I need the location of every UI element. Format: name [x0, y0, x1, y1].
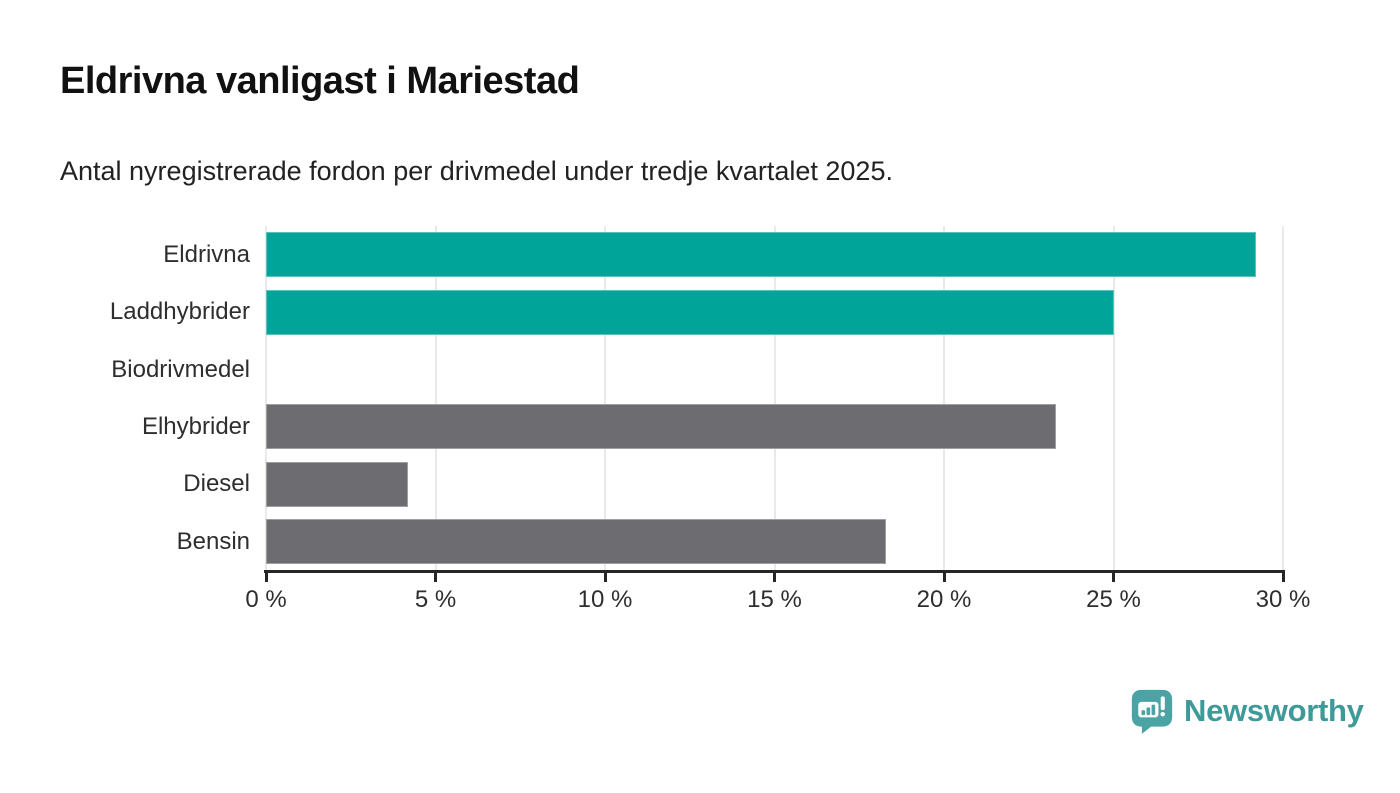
category-label: Biodrivmedel — [111, 355, 250, 383]
axis-tick-label: 30 % — [1255, 586, 1311, 613]
axis-tick — [773, 573, 776, 582]
bar-eldrivna — [266, 232, 1256, 278]
axis-tick-label: 25 % — [1086, 586, 1141, 613]
gridline — [434, 226, 437, 570]
category-label: Eldrivna — [163, 241, 250, 268]
axis-tick-label: 15 % — [747, 586, 802, 613]
axis-tick — [1281, 573, 1285, 582]
category-label: Elhybrider — [141, 413, 250, 440]
brand-name: Newsworthy — [1184, 693, 1364, 728]
category-label: Bensin — [176, 527, 250, 555]
axis-tick-label: 5 % — [414, 586, 457, 613]
axis-tick-label: 10 % — [577, 586, 633, 613]
bar-laddhybrider — [266, 289, 1114, 335]
gridline — [265, 226, 267, 570]
gridline — [604, 226, 606, 570]
gridline — [1112, 226, 1115, 570]
axis-tick-label: 0 % — [245, 586, 287, 613]
chart-subtitle: Antal nyregistrerade fordon per drivmede… — [60, 156, 893, 186]
axis-tick — [1112, 573, 1115, 582]
gridline — [943, 226, 945, 570]
newsworthy-logo-icon — [1131, 689, 1173, 734]
chart-title: Eldrivna vanligast i Mariestad — [60, 60, 580, 102]
gridline — [773, 226, 776, 570]
axis-tick — [434, 573, 437, 582]
horizontal-bar-chart: Eldrivna Laddhybrider Biodrivmedel Elhybrid… — [0, 226, 1400, 613]
category-label: Laddhybrider — [109, 298, 250, 326]
gridline — [1282, 226, 1284, 570]
bar-diesel — [266, 461, 409, 507]
brand-footer: Newsworthy — [1130, 688, 1364, 734]
bar-elhybrider — [266, 404, 1056, 450]
x-axis-line — [264, 570, 1285, 573]
axis-tick — [603, 573, 607, 582]
axis-tick — [942, 573, 946, 582]
category-label: Diesel — [183, 470, 250, 498]
bar-bensin — [266, 518, 887, 564]
axis-tick — [264, 573, 268, 582]
axis-tick-label: 20 % — [916, 586, 972, 613]
